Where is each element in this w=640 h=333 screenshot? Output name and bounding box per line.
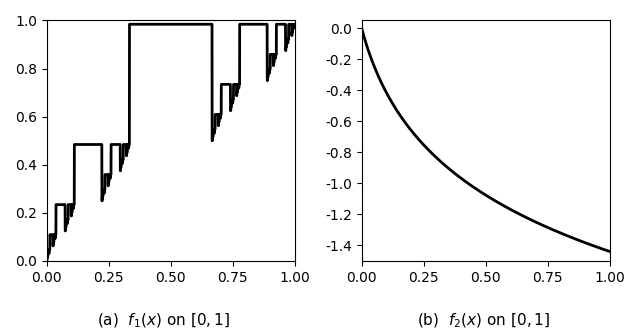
Text: (b)  $f_2(x)$ on $[0, 1]$: (b) $f_2(x)$ on $[0, 1]$ xyxy=(417,311,550,330)
Text: (a)  $f_1(x)$ on $[0, 1]$: (a) $f_1(x)$ on $[0, 1]$ xyxy=(97,311,230,330)
